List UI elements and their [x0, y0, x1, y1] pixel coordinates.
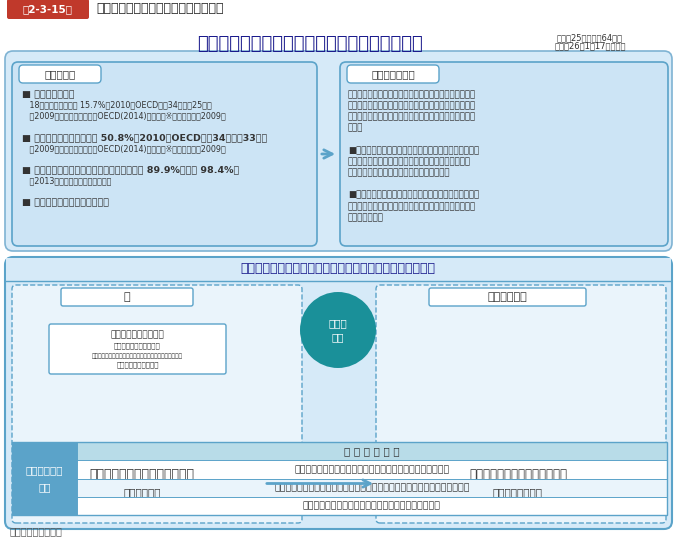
Bar: [77, 497, 667, 515]
FancyBboxPatch shape: [5, 257, 672, 529]
Text: （副会長：内閣官房長官、文部科学大臣、厚生労働大臣）: （副会長：内閣官房長官、文部科学大臣、厚生労働大臣）: [92, 353, 183, 359]
Text: 国: 国: [124, 292, 130, 302]
Text: れる環境を整備するとともに、教育の機会均等を図るた: れる環境を整備するとともに、教育の機会均等を図るた: [348, 101, 476, 110]
Text: （2013年厚労省／文科省データ）: （2013年厚労省／文科省データ）: [22, 176, 112, 186]
FancyBboxPatch shape: [376, 285, 666, 523]
Text: （構成員：関係閣僚）: （構成員：関係閣僚）: [116, 362, 158, 368]
FancyBboxPatch shape: [386, 454, 650, 513]
FancyBboxPatch shape: [61, 288, 193, 306]
FancyBboxPatch shape: [20, 454, 264, 513]
Bar: [12, 442, 77, 515]
Text: ■ 世代を超えた「貧困の連鎖」: ■ 世代を超えた「貧困の連鎖」: [22, 198, 109, 207]
Text: 相互の密接な連携の下に、総合的な取組として行わなけ: 相互の密接な連携の下に、総合的な取組として行わなけ: [348, 202, 476, 211]
Text: 教育支援　　生活支援　　保護者への就労支援　　経済的支援　　調査研究: 教育支援 生活支援 保護者への就労支援 経済的支援 調査研究: [274, 483, 470, 492]
Text: 子どもの貧困に関する指標及び当該指標の改善に向けた施策: 子どもの貧困に関する指標及び当該指標の改善に向けた施策: [294, 465, 450, 474]
Text: する。: する。: [348, 123, 364, 133]
FancyBboxPatch shape: [5, 51, 672, 251]
Text: ■ 生活保護世帯の子どもの高等学校等進学率 89.9%（全体 98.4%）: ■ 生活保護世帯の子どもの高等学校等進学率 89.9%（全体 98.4%）: [22, 166, 239, 175]
Bar: [77, 442, 667, 460]
Bar: [77, 460, 667, 478]
Text: 子どもの貧困対策の推進に関する法律: 子どもの貧困対策の推進に関する法律: [96, 3, 223, 16]
FancyBboxPatch shape: [340, 62, 668, 246]
Text: （策定努力義務）: （策定努力義務）: [493, 487, 543, 498]
Text: （2009年厚労省データ）（OECD(2014)データ）※日本の数値は2009年: （2009年厚労省データ）（OECD(2014)データ）※日本の数値は2009年: [22, 144, 225, 153]
FancyBboxPatch shape: [12, 62, 317, 246]
FancyBboxPatch shape: [49, 324, 226, 374]
Circle shape: [300, 292, 376, 368]
Text: 都道府県子どもの貧困対策計画: 都道府県子どもの貧困対策計画: [469, 468, 567, 481]
Text: 連携: 連携: [332, 332, 344, 342]
Text: 第2-3-15図: 第2-3-15図: [23, 4, 73, 14]
Text: ■ 子どもの貧困率: ■ 子どもの貧困率: [22, 90, 74, 99]
Text: ればならない。: ればならない。: [348, 213, 384, 222]
Text: 大綱に掲げる
事項: 大綱に掲げる 事項: [26, 465, 63, 492]
FancyBboxPatch shape: [7, 0, 89, 19]
Text: め、子どもの貧困対策を総合的に推進することを目的と: め、子どもの貧困対策を総合的に推進することを目的と: [348, 113, 476, 121]
FancyBboxPatch shape: [429, 288, 586, 306]
Text: ■ ひとり親世帯での貧困率 50.8%（2010年OECD加盟34カ国中33位）: ■ ひとり親世帯での貧困率 50.8%（2010年OECD加盟34カ国中33位）: [22, 133, 267, 142]
Text: （2009年厚労省データ）（OECD(2014)データ）※日本の数値は2009年: （2009年厚労省データ）（OECD(2014)データ）※日本の数値は2009年: [22, 111, 225, 121]
FancyBboxPatch shape: [347, 65, 439, 83]
Text: （平成25年法律第64号）: （平成25年法律第64号）: [557, 34, 623, 43]
Text: 子どもの貧困対策を総合的に推進するための枠組みづくり: 子どもの貧困対策を総合的に推進するための枠組みづくり: [240, 262, 435, 275]
Text: ■子どもの貧困対策は、国及び地方公共団体の関係機関: ■子どもの貧困対策は、国及び地方公共団体の関係機関: [348, 191, 479, 200]
Bar: [12, 442, 667, 515]
Text: （会長：内閣総理大臣）: （会長：内閣総理大臣）: [114, 342, 161, 349]
Text: （閣議決定）: （閣議決定）: [123, 487, 160, 498]
Bar: [6, 258, 671, 281]
Text: 子どもの貧困対策会議: 子どもの貧困対策会議: [110, 331, 165, 340]
Text: 現状・背景: 現状・背景: [45, 69, 76, 79]
Text: 子どもの貧困対策の推進に関する法律について: 子どもの貧困対策の推進に関する法律について: [197, 35, 423, 53]
Text: （出典）内閣府資料: （出典）内閣府資料: [10, 526, 63, 536]
Text: 基 本 的 な 方 針: 基 本 的 な 方 針: [344, 446, 400, 456]
Text: 密接な: 密接な: [328, 318, 347, 328]
Text: この法律は、貧困の状況にある子どもが健やかに育成さ: この法律は、貧困の状況にある子どもが健やかに育成さ: [348, 90, 476, 99]
Text: 子どもの貧困状況及び貧困対策の実施状況を毎年公表: 子どもの貧困状況及び貧困対策の実施状況を毎年公表: [303, 502, 441, 510]
Text: 18歳未満の子どもで 15.7%（2010年OECD加盟34カ国中25位）: 18歳未満の子どもで 15.7%（2010年OECD加盟34カ国中25位）: [22, 101, 212, 110]
Text: た環境によって左右されることのない社会を実現する: た環境によって左右されることのない社会を実現する: [348, 157, 471, 166]
Text: 目的・基本理念: 目的・基本理念: [371, 69, 415, 79]
Text: （平成26年1月17日施行）: （平成26年1月17日施行）: [554, 42, 626, 50]
Bar: [77, 478, 667, 497]
FancyBboxPatch shape: [19, 65, 101, 83]
FancyBboxPatch shape: [12, 285, 302, 523]
Text: 子どもの貧困対策に関する大綱: 子どもの貧困対策に関する大綱: [89, 468, 194, 481]
Text: 地方公共団体: 地方公共団体: [487, 292, 527, 302]
Text: ことを旨として推進されなければならない。: ことを旨として推進されなければならない。: [348, 168, 450, 177]
Text: ■子どもの貧困対策は、子どもの将来がその生まれ育っ: ■子どもの貧困対策は、子どもの将来がその生まれ育っ: [348, 146, 479, 155]
